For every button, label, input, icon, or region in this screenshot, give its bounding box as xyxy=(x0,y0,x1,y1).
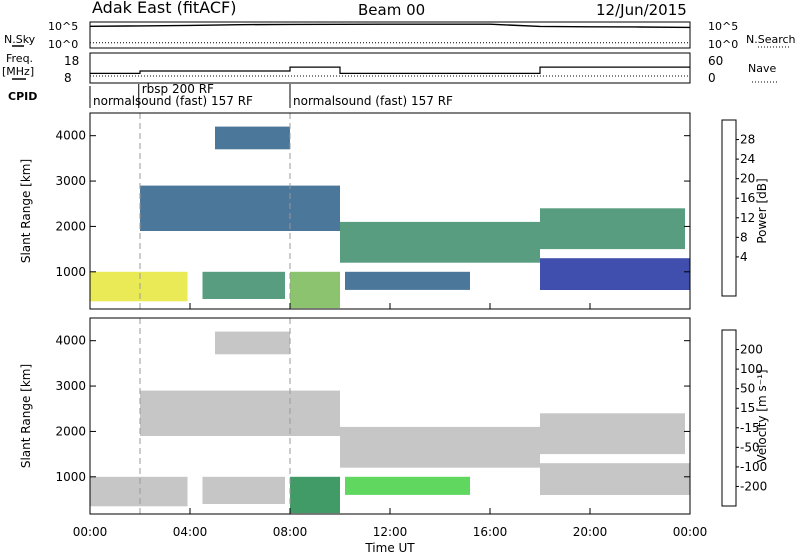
velocity-colorbar: 200 100 50 15 -15 -50 -100 -200 xyxy=(721,329,767,507)
colorbar-frame xyxy=(721,329,737,507)
nsky-ytick-top: 10^5 xyxy=(48,20,78,33)
velocity-ylabel: Slant Range [km] xyxy=(19,364,33,468)
colorbar-tick-label: -200 xyxy=(740,479,767,493)
cpid-segment-label: rbsp 200 RF xyxy=(142,82,214,96)
nsearch-ytick-bottom: 10^0 xyxy=(708,38,738,51)
echo-region xyxy=(540,463,690,495)
colorbar-tick-label: 12 xyxy=(740,211,755,225)
freq-ytick-top: 18 xyxy=(64,54,79,68)
date-title: 12/Jun/2015 xyxy=(596,1,687,19)
ytick-label: 3000 xyxy=(55,174,86,188)
velocity-data-layer xyxy=(90,318,690,514)
ytick-label: 2000 xyxy=(55,424,86,438)
colorbar-tick-label: -100 xyxy=(740,460,767,474)
cpid-segment-label: normalsound (fast) 157 RF xyxy=(93,94,253,108)
echo-region xyxy=(540,208,685,250)
ytick-label: 2000 xyxy=(55,219,86,233)
xtick-label: 08:00 xyxy=(273,525,308,539)
ytick-label: 3000 xyxy=(55,379,86,393)
echo-region xyxy=(345,271,470,290)
power-colorbar: 28 24 20 16 12 8 4 xyxy=(721,119,755,297)
xtick-label: 20:00 xyxy=(573,525,608,539)
colorbar-tick-label: 8 xyxy=(740,230,748,244)
colorbar-tick-label: 15 xyxy=(740,401,755,415)
echo-region xyxy=(290,271,340,309)
colorbar-tick-label: 50 xyxy=(740,382,755,396)
nave-ytick-bottom: 0 xyxy=(708,71,716,85)
xtick-label: 00:00 xyxy=(673,525,708,539)
echo-region xyxy=(540,258,690,290)
colorbar-tick-label: 4 xyxy=(740,250,748,264)
power-ylabel: Slant Range [km] xyxy=(19,159,33,263)
echo-region xyxy=(290,476,340,514)
echo-region xyxy=(540,413,685,455)
nsky-ytick-bottom: 10^0 xyxy=(48,38,78,51)
noise-frame xyxy=(89,21,691,49)
velocity-colorbar-label: Velocity [m s⁻¹] xyxy=(755,369,769,462)
ytick-label: 4000 xyxy=(55,129,86,143)
ytick-label: 1000 xyxy=(55,470,86,484)
echo-region xyxy=(202,271,285,299)
freq-unit-label: [MHz] xyxy=(2,65,34,78)
cpid-segment-label: normalsound (fast) 157 RF xyxy=(293,94,453,108)
nsky-trace xyxy=(89,23,691,29)
colorbar-tick-label: 28 xyxy=(740,133,755,147)
ytick-label: 4000 xyxy=(55,334,86,348)
nsky-label: N.Sky xyxy=(4,33,36,46)
time-xlabel: Time UT xyxy=(364,541,415,554)
power-yaxis: 1000 2000 3000 4000 xyxy=(55,129,690,279)
velocity-yaxis: 1000 2000 3000 4000 xyxy=(55,334,690,484)
freq-strip: Freq. [MHz] 18 8 60 0 Nave xyxy=(2,52,778,85)
station-title: Adak East (fitACF) xyxy=(92,0,236,17)
freq-frame xyxy=(89,52,691,84)
xtick-label: 12:00 xyxy=(373,525,408,539)
velocity-panel: Slant Range [km] 1000 2000 3000 4000 xyxy=(19,317,691,515)
beam-title: Beam 00 xyxy=(358,1,425,19)
echo-region xyxy=(345,476,470,495)
freq-ytick-bottom: 8 xyxy=(64,71,72,85)
nave-ytick-top: 60 xyxy=(708,54,723,68)
nsearch-ytick-top: 10^5 xyxy=(708,20,738,33)
echo-region xyxy=(202,476,285,504)
ytick-label: 1000 xyxy=(55,265,86,279)
nave-label: Nave xyxy=(748,62,776,75)
echo-region xyxy=(140,390,340,436)
colorbar-frame xyxy=(721,119,737,297)
colorbar-tick-label: 100 xyxy=(740,362,763,376)
echo-region xyxy=(215,331,290,355)
echo-region xyxy=(215,126,290,150)
xtick-label: 16:00 xyxy=(473,525,508,539)
echo-region xyxy=(340,426,540,468)
colorbar-tick-label: 20 xyxy=(740,172,755,186)
freq-label: Freq. xyxy=(6,52,33,65)
colorbar-tick-label: 200 xyxy=(740,343,763,357)
freq-trace xyxy=(90,66,690,74)
echo-region xyxy=(90,476,188,507)
colorbar-tick-label: -50 xyxy=(740,440,760,454)
cpid-label: CPID xyxy=(8,90,37,103)
echo-region xyxy=(340,221,540,263)
colorbar-tick-label: -15 xyxy=(740,421,760,435)
colorbar-tick-label: 16 xyxy=(740,191,755,205)
xtick-label: 00:00 xyxy=(73,525,108,539)
colorbar-tick-label: 24 xyxy=(740,152,755,166)
echo-region xyxy=(90,271,188,302)
echo-region xyxy=(140,185,340,231)
power-data-layer xyxy=(90,113,690,309)
xtick-label: 04:00 xyxy=(173,525,208,539)
nsearch-label: N.Search xyxy=(746,33,796,46)
noise-strip: N.Sky N.Search 10^5 10^0 10^5 10^0 xyxy=(4,20,796,51)
time-xaxis: 00:00 04:00 08:00 12:00 16:00 20:00 00:00 xyxy=(73,303,708,539)
power-panel: Slant Range [km] 1000 2000 3000 4000 xyxy=(19,112,691,310)
power-colorbar-label: Power [dB] xyxy=(755,178,769,243)
